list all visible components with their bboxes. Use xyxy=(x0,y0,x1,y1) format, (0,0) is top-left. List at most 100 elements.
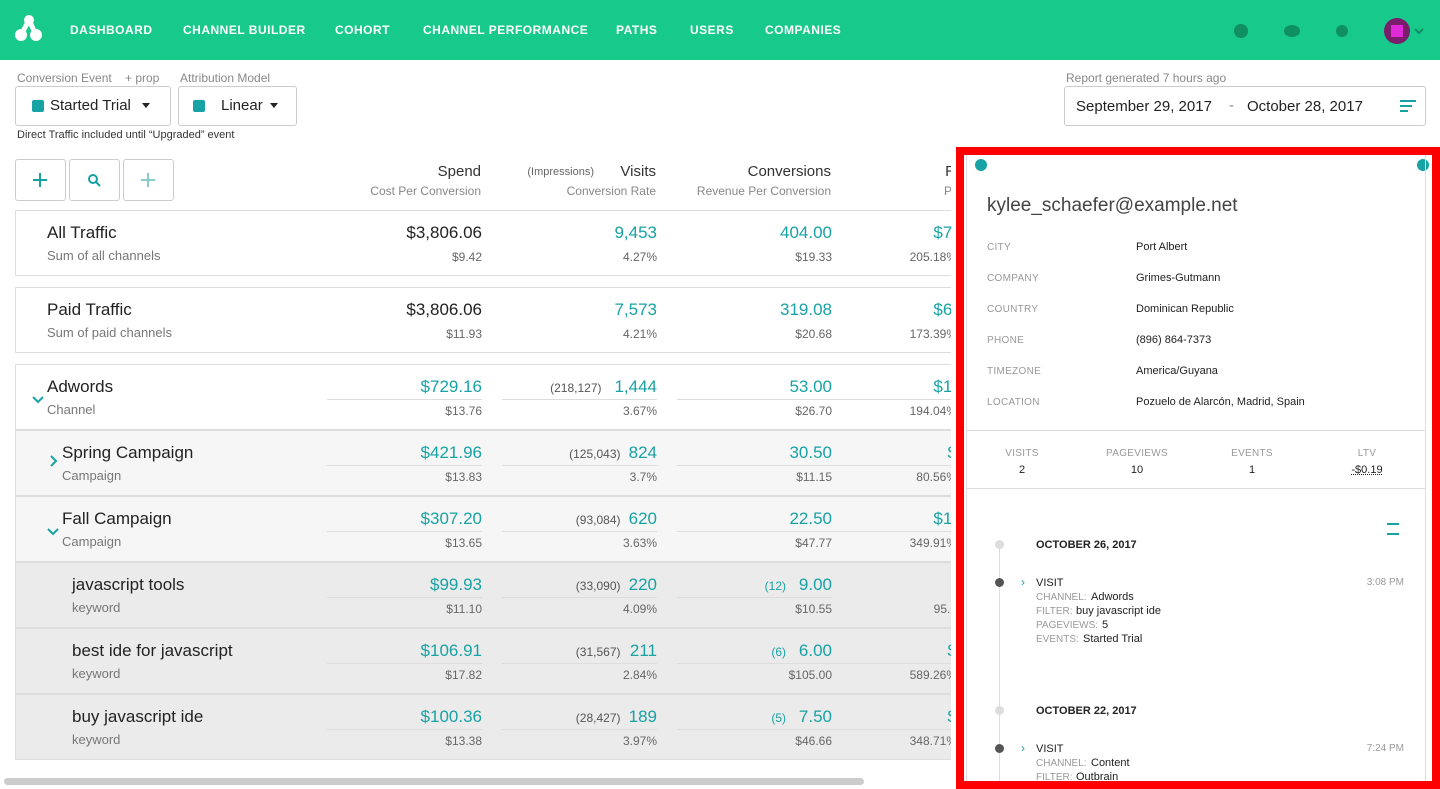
cell-sub: $17.82 xyxy=(445,668,482,682)
cell-sub: 3.7% xyxy=(629,470,657,484)
top-nav: DASHBOARD CHANNEL BUILDER COHORT CHANNEL PE… xyxy=(0,0,1440,60)
event-chevron: › xyxy=(1021,575,1025,589)
row-sub: Campaign xyxy=(62,468,122,483)
column-sub: Pr xyxy=(944,184,951,198)
detail-label: FILTER: xyxy=(1036,772,1073,783)
row-name: best ide for javascript xyxy=(72,641,233,660)
search-button[interactable] xyxy=(69,159,120,201)
avatar[interactable] xyxy=(1384,17,1428,45)
field-value: (896) 864-7373 xyxy=(1136,334,1212,346)
table-row[interactable]: javascript tools keyword $99.93 $11.10 220 4.… xyxy=(15,562,951,628)
table-row[interactable]: Paid Traffic Sum of paid channels $3,806.0… xyxy=(15,287,951,353)
column-sub: Conversion Rate xyxy=(566,184,656,198)
row-name: buy javascript ide xyxy=(72,707,204,726)
cell-sub: 4.21% xyxy=(622,327,657,341)
cell-note: (218,127) xyxy=(550,381,602,395)
menu-icon[interactable] xyxy=(1398,98,1418,114)
close-button[interactable] xyxy=(1417,159,1429,171)
sort-icon[interactable] xyxy=(1387,523,1399,535)
cell-sub: 4.27% xyxy=(622,250,657,264)
nav-item[interactable]: COMPANIES xyxy=(765,23,842,37)
cell-value: $ xyxy=(948,707,951,727)
back-button[interactable] xyxy=(975,159,987,171)
table-row[interactable]: best ide for javascript keyword $106.91 $17… xyxy=(15,628,951,694)
field-label: CITY xyxy=(987,242,1011,253)
cell-value: 22.50 xyxy=(789,509,832,528)
column-sub: Cost Per Conversion xyxy=(370,184,481,198)
cell-divider xyxy=(677,399,832,400)
date-range[interactable] xyxy=(1064,86,1426,126)
cell-sub: 173.39% xyxy=(909,327,951,341)
field-value: Dominican Republic xyxy=(1136,303,1234,315)
cell-sub: $13.76 xyxy=(445,404,482,418)
cell-value: 30.50 xyxy=(789,443,832,462)
cell-value: $3,806.06 xyxy=(406,223,482,242)
nav-item[interactable]: PATHS xyxy=(616,23,658,37)
cell-value: 7,573 xyxy=(614,300,657,319)
cell-value: 620 xyxy=(628,509,657,528)
nav-item[interactable]: USERS xyxy=(690,23,734,37)
column-title: Spend xyxy=(437,163,481,180)
cell-divider xyxy=(327,531,482,532)
cell-divider xyxy=(502,729,657,730)
row-sub: keyword xyxy=(72,732,121,747)
event-dot xyxy=(995,578,1004,587)
table-row[interactable]: All Traffic Sum of all channels $3,806.06 $… xyxy=(15,210,951,276)
column-title: Visits xyxy=(620,163,656,180)
nav-item[interactable]: COHORT xyxy=(335,23,390,37)
expand-chevron[interactable] xyxy=(32,393,44,405)
add-button[interactable] xyxy=(15,159,66,201)
table-row[interactable]: buy javascript ide keyword $100.36 $13.38 18… xyxy=(15,694,951,760)
stat-value: -$0.19 xyxy=(1351,464,1383,476)
nav-item[interactable]: CHANNEL PERFORMANCE xyxy=(423,23,589,37)
field-value: Grimes-Gutmann xyxy=(1136,272,1221,284)
cell-divider xyxy=(802,531,951,532)
cell-sub: $13.83 xyxy=(445,470,482,484)
field-label: LOCATION xyxy=(987,397,1040,408)
cell-note: (125,043) xyxy=(569,447,621,461)
row-name: Paid Traffic xyxy=(47,300,132,319)
table-row[interactable]: Adwords Channel $729.16 $13.76 1,444 3.67% (21… xyxy=(15,364,951,430)
table-row[interactable]: Fall Campaign Campaign $307.20 $13.65 620 3.6… xyxy=(15,496,951,562)
cell-value: $99.93 xyxy=(430,575,482,594)
cell-value: $6, xyxy=(933,300,951,319)
row-name: All Traffic xyxy=(47,223,117,242)
cell-sub: 194.04% xyxy=(909,404,951,418)
cell-sub: 589.26% xyxy=(909,668,951,682)
cell-divider xyxy=(802,663,951,664)
field-value: America/Guyana xyxy=(1136,365,1218,377)
cell-divider xyxy=(677,729,832,730)
divider xyxy=(967,430,1425,431)
logo[interactable] xyxy=(14,14,44,44)
expand-chevron[interactable] xyxy=(47,525,59,537)
nav-icons[interactable] xyxy=(1233,22,1363,40)
cell-sub: $26.70 xyxy=(795,404,832,418)
event-time: 3:08 PM xyxy=(1366,577,1404,588)
cell-value: $106.91 xyxy=(420,641,482,660)
cell-note: (5) xyxy=(771,711,786,725)
event-type: VISIT xyxy=(1036,577,1064,589)
table-row[interactable]: Spring Campaign Campaign $421.96 $13.83 824 3… xyxy=(15,430,951,496)
expand-chevron[interactable] xyxy=(47,455,59,467)
cell-note: (12) xyxy=(764,579,786,593)
cell-value: $ xyxy=(948,443,951,463)
stat-label: VISITS xyxy=(1005,448,1039,459)
stat-value: 10 xyxy=(1130,464,1144,476)
cell-sub: 205.18% xyxy=(909,250,951,264)
cell-divider xyxy=(502,663,657,664)
icon xyxy=(193,100,205,112)
timeline-date: OCTOBER 22, 2017 xyxy=(1036,705,1137,717)
field-label: COMPANY xyxy=(987,273,1039,284)
scrollbar[interactable] xyxy=(4,778,864,785)
nav-item[interactable]: CHANNEL BUILDER xyxy=(183,23,306,37)
cell-value: $7, xyxy=(933,223,951,242)
cell-divider xyxy=(327,663,482,664)
detail-value: Adwords xyxy=(1091,591,1134,603)
cell-sub: 3.67% xyxy=(622,404,657,418)
cell-value: $ xyxy=(948,641,951,661)
cell-value: 53.00 xyxy=(789,377,832,396)
move-button[interactable] xyxy=(123,159,174,201)
cell-sub: 349.91% xyxy=(909,536,951,550)
cell-value: 189 xyxy=(628,707,657,726)
nav-item[interactable]: DASHBOARD xyxy=(70,23,153,37)
